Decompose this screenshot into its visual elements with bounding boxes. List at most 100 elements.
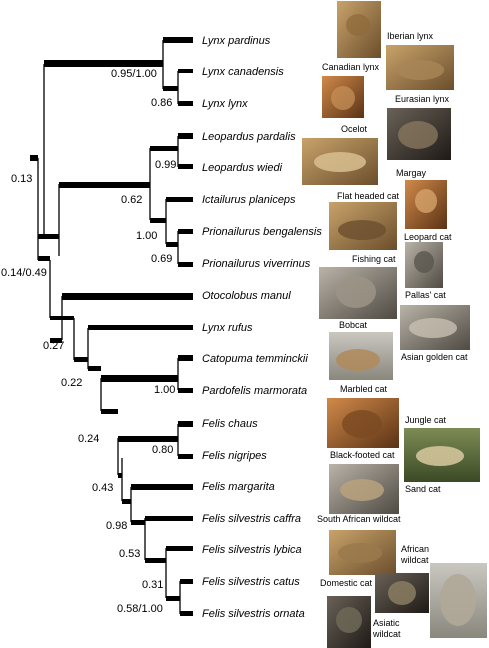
- support-value: 0.58/1.00: [117, 603, 163, 615]
- common-name-label: Bobcat: [339, 320, 368, 330]
- taxon-label: Catopuma temminckii: [202, 353, 308, 365]
- branch-bay-base: [88, 366, 101, 371]
- cat-body-shape: [409, 318, 457, 338]
- branch-lybica-stem: [145, 558, 166, 563]
- cat-head-shape: [346, 14, 370, 36]
- taxon-label: Felis silvestris catus: [202, 576, 300, 588]
- branch-felis-silvestris-catus: [180, 579, 193, 584]
- common-name-label: Domestic cat: [320, 578, 373, 588]
- branch-otocolobus: [62, 293, 193, 300]
- branch-lynx-inner: [163, 86, 178, 91]
- branch-lynx-rufus: [88, 325, 193, 330]
- taxon-label: Prionailurus bengalensis: [202, 226, 322, 238]
- common-name-labels: Iberian lynx Canadian lynx Eurasian lynx…: [317, 31, 468, 639]
- taxon-label: Lynx pardinus: [202, 35, 271, 47]
- common-name-label: Leopard cat: [404, 232, 452, 242]
- taxon-label: Prionailurus viverrinus: [202, 258, 311, 270]
- cat-body-shape: [416, 446, 464, 466]
- support-value: 0.95/1.00: [111, 68, 157, 80]
- support-value: 0.69: [151, 253, 172, 265]
- cat-body-shape: [440, 574, 476, 626]
- support-value: 0.53: [119, 548, 140, 560]
- support-value: 0.80: [152, 444, 173, 456]
- taxon-label: Lynx canadensis: [202, 66, 284, 78]
- branch-lynx-canadensis: [178, 69, 193, 73]
- common-name-label: Marbled cat: [340, 384, 388, 394]
- branch-deep-base: [50, 316, 74, 320]
- branch-leopardus-pardalis: [178, 133, 193, 139]
- support-values: 0.95/1.00 0.86 0.99 0.62 1.00 0.69 0.13 …: [1, 68, 176, 615]
- cat-head-shape: [331, 86, 355, 110]
- branch-prionailurus-bengalensis: [178, 229, 193, 234]
- photos: [302, 1, 487, 648]
- cat-body-shape: [336, 349, 380, 371]
- branch-felis-margarita: [131, 484, 193, 490]
- support-value: 0.98: [106, 520, 127, 532]
- common-name-label: South African wildcat: [317, 514, 401, 524]
- taxon-label: Felis silvestris lybica: [202, 544, 302, 556]
- branch-prionailurus-viverrinus: [178, 262, 193, 267]
- branch-lynx-rufus-base: [74, 357, 88, 362]
- cat-body-shape: [338, 543, 382, 563]
- common-name-label: African: [401, 544, 429, 554]
- taxon-label: Ictailurus planiceps: [202, 194, 296, 206]
- cat-body-shape: [314, 152, 366, 172]
- branch-catopuma: [178, 355, 193, 361]
- branch-leopard-cat-lineage: [59, 182, 150, 188]
- branch-margarita-base: [122, 499, 131, 504]
- branch-chaus-nigripes-stem: [118, 436, 178, 442]
- taxon-labels: Lynx pardinus Lynx canadensis Lynx lynx …: [202, 35, 322, 620]
- support-value: 1.00: [154, 384, 175, 396]
- taxon-label: Felis silvestris caffra: [202, 513, 301, 525]
- common-name-label: Sand cat: [405, 484, 441, 494]
- cat-body-shape: [398, 121, 438, 149]
- support-value: 0.13: [11, 173, 32, 185]
- cat-head-shape: [388, 581, 416, 605]
- taxon-label: Felis silvestris ornata: [202, 608, 305, 620]
- cat-head-shape: [415, 189, 437, 213]
- common-name-label: Fishing cat: [352, 254, 396, 264]
- common-name-label: wildcat: [372, 629, 401, 639]
- branch-felis-silvestris-lybica: [166, 546, 193, 551]
- branch-lynx-pardinus: [163, 37, 193, 43]
- cat-body-shape: [340, 479, 384, 501]
- taxon-label: Lynx rufus: [202, 322, 253, 334]
- branch-catus-ornata-stem: [166, 596, 180, 601]
- branch-ictailurus-prionailurus: [150, 218, 166, 223]
- common-name-label: Black-footed cat: [330, 450, 395, 460]
- support-value: 0.24: [78, 433, 99, 445]
- common-name-label: Flat headed cat: [337, 191, 400, 201]
- common-name-label: Ocelot: [341, 124, 368, 134]
- support-value: 0.62: [121, 194, 142, 206]
- support-value: 0.86: [151, 97, 172, 109]
- cat-head-shape: [336, 607, 362, 633]
- support-value: 0.14/0.49: [1, 267, 47, 279]
- branch-pardofelis: [178, 388, 193, 393]
- common-name-label: Margay: [396, 168, 427, 178]
- taxon-label: Felis nigripes: [202, 450, 267, 462]
- branch-silvestris-stem: [131, 520, 145, 525]
- branch-leopardus-stem: [150, 146, 178, 151]
- support-value: 0.99: [155, 159, 176, 171]
- taxon-label: Felis chaus: [202, 418, 258, 430]
- common-name-label: wildcat: [400, 555, 429, 565]
- common-name-label: Asian golden cat: [401, 352, 468, 362]
- branch-ictailurus: [166, 197, 193, 202]
- tree-branches: [37, 40, 181, 614]
- common-name-label: Eurasian lynx: [395, 94, 450, 104]
- support-value: 0.43: [92, 482, 113, 494]
- branch-felis-base: [101, 409, 118, 414]
- cat-head-shape: [414, 251, 434, 273]
- common-name-label: Pallas' cat: [405, 290, 446, 300]
- taxon-label: Otocolobus manul: [202, 290, 291, 302]
- branch-felis-silvestris-caffra: [145, 516, 193, 521]
- taxon-label: Leopardus pardalis: [202, 131, 296, 143]
- common-name-label: Iberian lynx: [387, 31, 434, 41]
- branch-prionailurus-stem: [166, 242, 178, 247]
- cat-body-shape: [338, 220, 386, 240]
- branch-root-b: [38, 234, 59, 239]
- branch-felis-silvestris-ornata: [180, 611, 193, 616]
- taxon-label: Pardofelis marmorata: [202, 385, 307, 397]
- taxon-label: Lynx lynx: [202, 98, 248, 110]
